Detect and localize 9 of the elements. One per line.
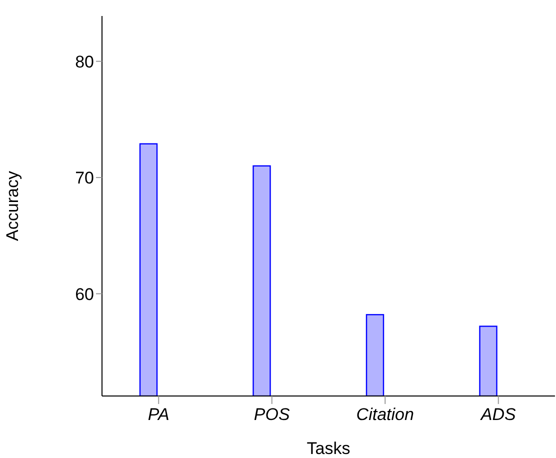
x-tick-label: POS <box>254 405 290 424</box>
y-tick-label: 70 <box>75 168 94 188</box>
x-axis-title: Tasks <box>306 439 350 458</box>
y-tick-label: 80 <box>75 52 94 72</box>
y-axis-title: Accuracy <box>3 170 22 241</box>
x-tick-label: Citation <box>356 405 414 424</box>
y-tick-label: 60 <box>75 284 94 304</box>
x-tick-label: ADS <box>480 405 517 424</box>
x-tick-label: PA <box>148 405 170 424</box>
